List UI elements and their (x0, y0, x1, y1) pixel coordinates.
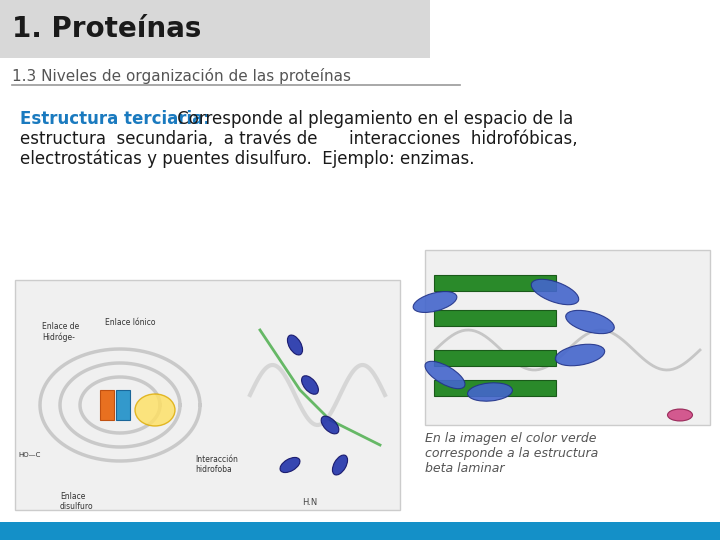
Text: Interacción
hidrofoba: Interacción hidrofoba (195, 455, 238, 475)
Text: estructura  secundaria,  a través de      interacciones  hidrofóbicas,: estructura secundaria, a través de inter… (20, 130, 577, 148)
Ellipse shape (135, 394, 175, 426)
Bar (15, 280, 400, 510)
Bar (425, 250, 710, 425)
Ellipse shape (321, 416, 339, 434)
Ellipse shape (413, 292, 457, 313)
Text: 1.3 Niveles de organización de las proteínas: 1.3 Niveles de organización de las prote… (12, 68, 351, 84)
Text: electrostáticas y puentes disulfuro.  Ejemplo: enzimas.: electrostáticas y puentes disulfuro. Eje… (20, 150, 474, 168)
FancyBboxPatch shape (434, 275, 556, 291)
Text: Enlace de
Hidróge-: Enlace de Hidróge- (42, 322, 79, 342)
Bar (0, 0, 430, 58)
Text: Estructura terciaria:: Estructura terciaria: (20, 110, 210, 128)
Ellipse shape (280, 457, 300, 472)
Ellipse shape (531, 279, 579, 305)
Ellipse shape (555, 344, 605, 366)
Text: Enlace
disulfuro: Enlace disulfuro (60, 492, 94, 511)
Ellipse shape (566, 310, 614, 334)
Text: HO—C: HO—C (18, 452, 40, 458)
Ellipse shape (302, 376, 318, 394)
FancyBboxPatch shape (434, 310, 556, 326)
Ellipse shape (467, 383, 513, 401)
Bar (116, 390, 130, 420)
Ellipse shape (667, 409, 693, 421)
Text: 1. Proteínas: 1. Proteínas (12, 15, 202, 43)
Text: En la imagen el color verde
corresponde a la estructura
beta laminar: En la imagen el color verde corresponde … (425, 432, 598, 475)
Text: Corresponde al plegamiento en el espacio de la: Corresponde al plegamiento en el espacio… (172, 110, 573, 128)
Text: Enlace Iónico: Enlace Iónico (105, 318, 156, 327)
Text: H.N: H.N (302, 498, 318, 507)
Bar (100, 390, 114, 420)
FancyBboxPatch shape (434, 380, 556, 396)
FancyBboxPatch shape (434, 350, 556, 366)
Ellipse shape (287, 335, 302, 355)
Ellipse shape (425, 361, 465, 389)
Ellipse shape (333, 455, 348, 475)
Bar (0, 522, 720, 540)
